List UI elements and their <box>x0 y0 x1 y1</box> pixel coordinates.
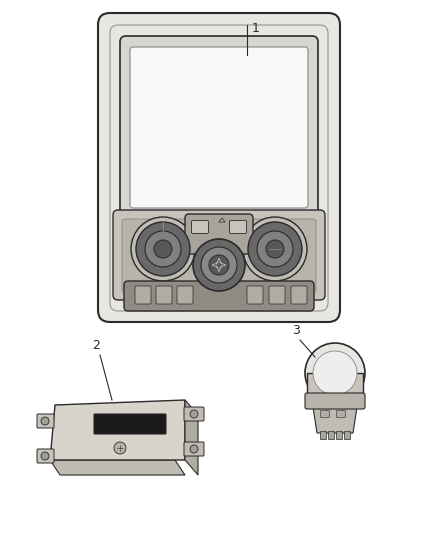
Circle shape <box>201 247 237 283</box>
FancyBboxPatch shape <box>37 449 54 463</box>
Circle shape <box>209 255 229 275</box>
Polygon shape <box>50 400 185 460</box>
FancyBboxPatch shape <box>291 286 307 304</box>
FancyBboxPatch shape <box>122 219 316 293</box>
Circle shape <box>243 217 307 281</box>
Polygon shape <box>313 407 357 433</box>
FancyBboxPatch shape <box>124 281 314 311</box>
FancyBboxPatch shape <box>184 407 204 421</box>
Text: 2: 2 <box>92 339 100 352</box>
FancyBboxPatch shape <box>328 431 334 439</box>
FancyBboxPatch shape <box>135 286 151 304</box>
FancyBboxPatch shape <box>184 442 204 456</box>
Polygon shape <box>307 373 363 403</box>
FancyBboxPatch shape <box>305 393 365 409</box>
FancyBboxPatch shape <box>156 286 172 304</box>
Text: 3: 3 <box>292 324 300 337</box>
FancyBboxPatch shape <box>230 221 247 233</box>
FancyBboxPatch shape <box>247 286 263 304</box>
Circle shape <box>114 442 126 454</box>
FancyBboxPatch shape <box>269 286 285 304</box>
FancyBboxPatch shape <box>191 221 208 233</box>
FancyBboxPatch shape <box>321 410 329 417</box>
Circle shape <box>313 351 357 395</box>
Circle shape <box>266 240 284 258</box>
FancyBboxPatch shape <box>320 431 326 439</box>
Circle shape <box>193 239 245 291</box>
Circle shape <box>248 222 302 276</box>
FancyBboxPatch shape <box>344 431 350 439</box>
Text: 1: 1 <box>252 22 260 35</box>
Circle shape <box>154 240 172 258</box>
FancyBboxPatch shape <box>185 214 253 254</box>
Circle shape <box>136 222 190 276</box>
Circle shape <box>305 343 365 403</box>
Circle shape <box>41 452 49 460</box>
Circle shape <box>190 410 198 418</box>
FancyBboxPatch shape <box>120 36 318 218</box>
Circle shape <box>41 417 49 425</box>
FancyBboxPatch shape <box>130 47 308 208</box>
Circle shape <box>190 445 198 453</box>
Polygon shape <box>50 460 185 475</box>
FancyBboxPatch shape <box>177 286 193 304</box>
FancyBboxPatch shape <box>336 431 342 439</box>
Circle shape <box>257 231 293 267</box>
FancyBboxPatch shape <box>94 414 166 434</box>
FancyBboxPatch shape <box>113 210 325 300</box>
Polygon shape <box>185 400 198 475</box>
Circle shape <box>145 231 181 267</box>
Polygon shape <box>219 218 225 222</box>
Circle shape <box>131 217 195 281</box>
FancyBboxPatch shape <box>37 414 54 428</box>
FancyBboxPatch shape <box>98 13 340 322</box>
FancyBboxPatch shape <box>336 410 346 417</box>
